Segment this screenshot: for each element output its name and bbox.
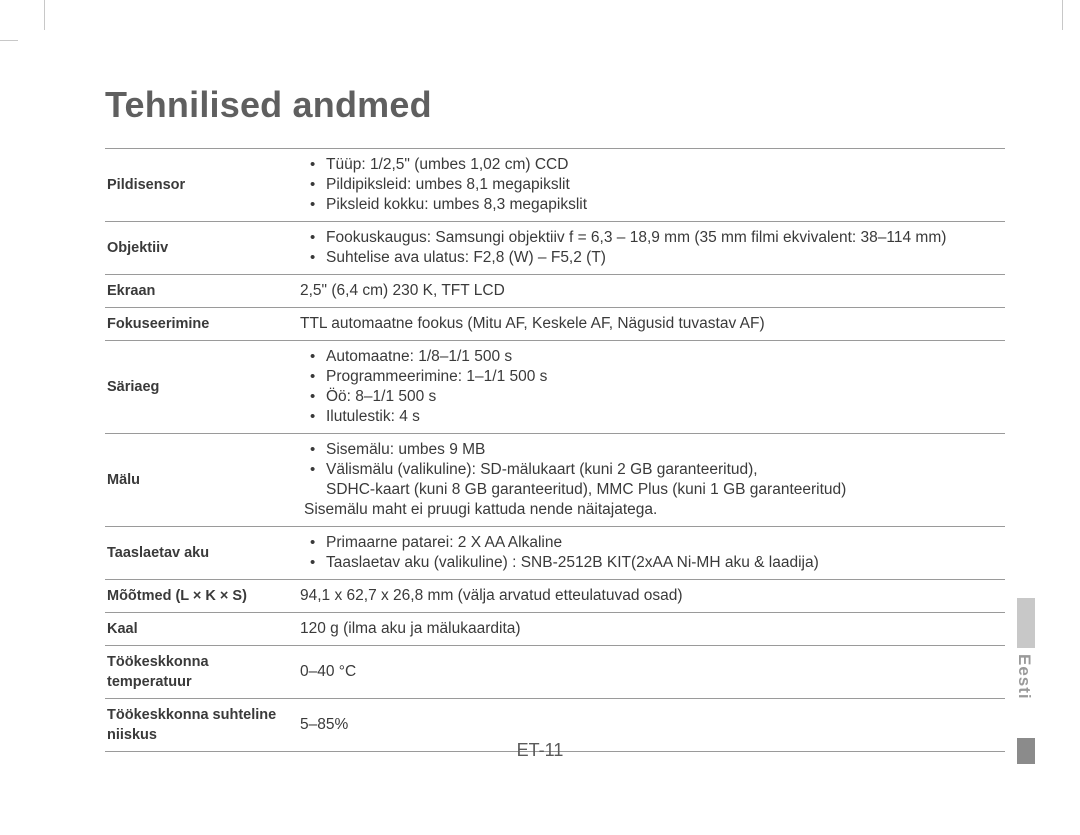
spec-label: Taaslaetav aku: [105, 527, 300, 580]
spec-value: Primaarne patarei: 2 X AA Alkaline Taasl…: [300, 527, 1005, 580]
spec-label: Pildisensor: [105, 149, 300, 222]
list-item: Öö: 8–1/1 500 s: [304, 387, 1001, 407]
spec-value: 120 g (ilma aku ja mälukaardita): [300, 613, 1005, 646]
list-item: Automaatne: 1/8–1/1 500 s: [304, 347, 1001, 367]
spec-value: Automaatne: 1/8–1/1 500 s Programmeerimi…: [300, 341, 1005, 434]
page-number: ET-11: [0, 740, 1080, 761]
tab-block: [1017, 598, 1035, 648]
list-item: Programmeerimine: 1–1/1 500 s: [304, 367, 1001, 387]
table-row: Mälu Sisemälu: umbes 9 MB Välismälu (val…: [105, 434, 1005, 527]
spec-label: Fokuseerimine: [105, 308, 300, 341]
spec-value: Tüüp: 1/2,5" (umbes 1,02 cm) CCD Pildipi…: [300, 149, 1005, 222]
spec-table: Pildisensor Tüüp: 1/2,5" (umbes 1,02 cm)…: [105, 148, 1005, 752]
crop-mark: [0, 40, 18, 41]
spec-value: 94,1 x 62,7 x 26,8 mm (välja arvatud ett…: [300, 580, 1005, 613]
list-item: Suhtelise ava ulatus: F2,8 (W) – F5,2 (T…: [304, 248, 1001, 268]
table-row: Objektiiv Fookuskaugus: Samsungi objekti…: [105, 222, 1005, 275]
table-row: Säriaeg Automaatne: 1/8–1/1 500 s Progra…: [105, 341, 1005, 434]
table-row: Ekraan 2,5" (6,4 cm) 230 K, TFT LCD: [105, 275, 1005, 308]
spec-value: Sisemälu: umbes 9 MB Välismälu (valikuli…: [300, 434, 1005, 527]
list-item: Ilutulestik: 4 s: [304, 407, 1001, 427]
list-item-continuation: SDHC-kaart (kuni 8 GB garanteeritud), MM…: [304, 480, 1001, 500]
spec-value: TTL automaatne fookus (Mitu AF, Keskele …: [300, 308, 1005, 341]
crop-mark: [44, 0, 45, 30]
spec-value: Fookuskaugus: Samsungi objektiiv f = 6,3…: [300, 222, 1005, 275]
table-row: Fokuseerimine TTL automaatne fookus (Mit…: [105, 308, 1005, 341]
list-item: Fookuskaugus: Samsungi objektiiv f = 6,3…: [304, 228, 1001, 248]
crop-mark: [1062, 0, 1063, 30]
table-row: Taaslaetav aku Primaarne patarei: 2 X AA…: [105, 527, 1005, 580]
spec-label: Mälu: [105, 434, 300, 527]
table-row: Mõõtmed (L × K × S) 94,1 x 62,7 x 26,8 m…: [105, 580, 1005, 613]
spec-label: Mõõtmed (L × K × S): [105, 580, 300, 613]
spec-label: Töökeskkonna temperatuur: [105, 646, 300, 699]
page-content: Tehnilised andmed Pildisensor Tüüp: 1/2,…: [105, 84, 1005, 752]
list-item: Sisemälu: umbes 9 MB: [304, 440, 1001, 460]
table-row: Pildisensor Tüüp: 1/2,5" (umbes 1,02 cm)…: [105, 149, 1005, 222]
language-tab: Eesti: [1017, 598, 1035, 753]
spec-note: Sisemälu maht ei pruugi kattuda nende nä…: [304, 500, 1001, 520]
language-label: Eesti: [1014, 654, 1034, 700]
list-item: Välismälu (valikuline): SD-mälukaart (ku…: [304, 460, 1001, 480]
spec-value: 0–40 °C: [300, 646, 1005, 699]
table-row: Töökeskkonna temperatuur 0–40 °C: [105, 646, 1005, 699]
list-item: Primaarne patarei: 2 X AA Alkaline: [304, 533, 1001, 553]
spec-label: Objektiiv: [105, 222, 300, 275]
list-item: Pildipiksleid: umbes 8,1 megapikslit: [304, 175, 1001, 195]
spec-value: 2,5" (6,4 cm) 230 K, TFT LCD: [300, 275, 1005, 308]
list-item: Piksleid kokku: umbes 8,3 megapikslit: [304, 195, 1001, 215]
spec-label: Kaal: [105, 613, 300, 646]
table-row: Kaal 120 g (ilma aku ja mälukaardita): [105, 613, 1005, 646]
list-item: Taaslaetav aku (valikuline) : SNB-2512B …: [304, 553, 1001, 573]
page-title: Tehnilised andmed: [105, 84, 1005, 126]
list-item: Tüüp: 1/2,5" (umbes 1,02 cm) CCD: [304, 155, 1001, 175]
spec-label: Ekraan: [105, 275, 300, 308]
spec-label: Säriaeg: [105, 341, 300, 434]
